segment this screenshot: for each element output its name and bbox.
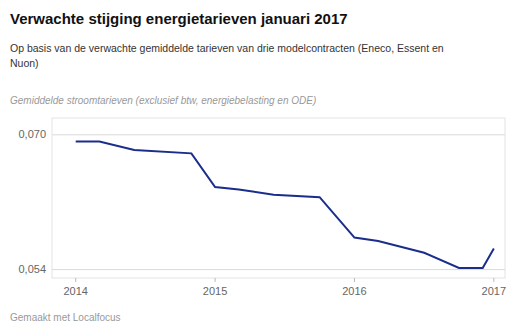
subtitle: Op basis van de verwachte gemiddelde tar… bbox=[10, 42, 444, 69]
x-tick bbox=[354, 278, 355, 282]
x-tick bbox=[75, 278, 76, 282]
y-axis: 0,054 0,070 bbox=[18, 128, 505, 275]
x-tick-label: 2017 bbox=[482, 285, 506, 297]
y-tick-label: 0,070 bbox=[18, 128, 46, 140]
x-tick bbox=[493, 278, 494, 282]
title: Verwachte stijging energietarieven janua… bbox=[10, 10, 348, 27]
plot-frame bbox=[52, 118, 505, 278]
x-tick-label: 2015 bbox=[203, 285, 227, 297]
grid-line bbox=[52, 134, 505, 135]
plot-area bbox=[76, 142, 494, 268]
grid-line bbox=[52, 269, 505, 270]
x-tick-label: 2014 bbox=[63, 285, 87, 297]
line bbox=[76, 142, 494, 268]
subtitle-line: Op basis van de verwachte gemiddelde tar… bbox=[10, 42, 444, 54]
x-tick-label: 2016 bbox=[342, 285, 366, 297]
subtitle-line: Nuon) bbox=[10, 57, 39, 69]
x-axis: 2014 2015 2016 2017 bbox=[63, 278, 506, 297]
y-tick-label: 0,054 bbox=[18, 263, 46, 275]
x-tick bbox=[215, 278, 216, 282]
page: {"chart_data": {"type": "line", "title":… bbox=[0, 0, 520, 330]
footer: Gemaakt met Localfocus bbox=[10, 312, 121, 323]
y-label: Gemiddelde stroomtarieven (exclusief btw… bbox=[10, 95, 316, 106]
chart: Verwachte stijging energietarieven janua… bbox=[0, 0, 520, 330]
